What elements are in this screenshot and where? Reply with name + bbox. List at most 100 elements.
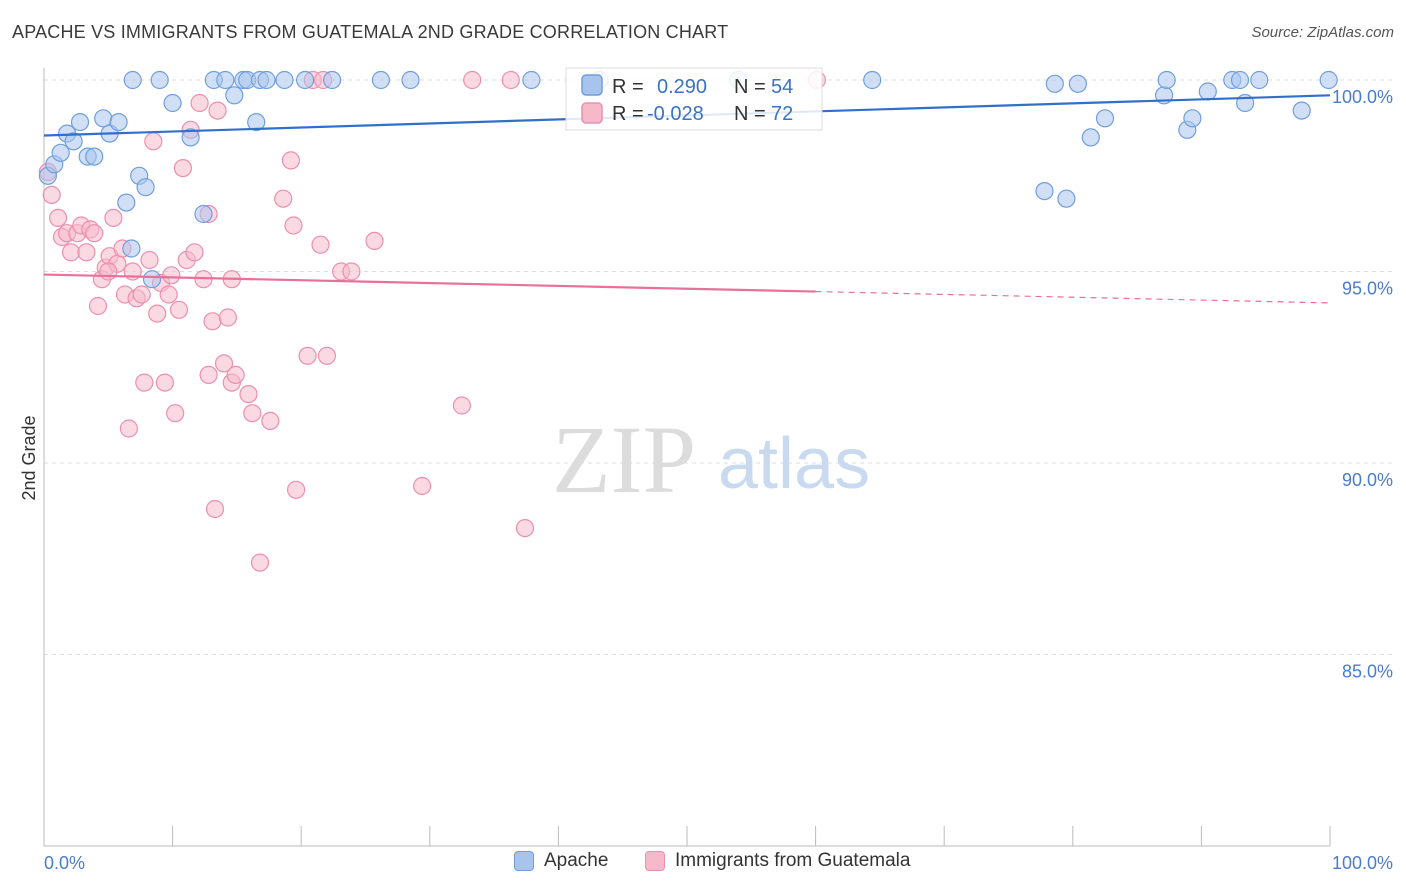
apache-point: [117, 193, 136, 212]
guatemala-point: [452, 396, 471, 415]
guatemala-point: [208, 101, 227, 120]
apache-point: [216, 70, 235, 90]
guatemala-point: [61, 243, 81, 262]
guatemala-point: [162, 266, 181, 285]
guatemala-point: [48, 208, 68, 227]
apache-point: [94, 109, 113, 128]
guatemala-point: [140, 250, 159, 270]
apache-point: [1095, 109, 1115, 128]
apache-point: [163, 93, 182, 113]
guatemala-point: [274, 189, 293, 208]
apache-point: [194, 204, 213, 224]
guatemala-point: [148, 304, 167, 323]
y-tick-label: 85.0%: [1342, 662, 1393, 682]
stats-r-label-apache: R =: [612, 76, 644, 98]
y-tick-label: 95.0%: [1342, 279, 1393, 299]
apache-point: [225, 86, 244, 105]
stats-n-value-guatemala: 72: [771, 103, 793, 125]
apache-point: [371, 70, 390, 90]
apache-point: [863, 70, 882, 90]
guatemala-point: [77, 243, 96, 262]
guatemala-point: [104, 208, 123, 227]
apache-point: [150, 70, 169, 90]
guatemala-point: [159, 285, 178, 304]
chart-title: APACHE VS IMMIGRANTS FROM GUATEMALA 2ND …: [12, 22, 729, 42]
guatemala-point: [155, 373, 174, 392]
apache-point: [136, 178, 155, 197]
apache-point: [51, 143, 70, 162]
gridlines: [44, 79, 1394, 655]
apache-point: [70, 112, 90, 132]
guatemala-point: [298, 346, 317, 365]
watermark: ZIP atlas: [552, 406, 870, 513]
apache-point: [64, 132, 83, 151]
apache-point: [109, 112, 128, 132]
apache-point: [142, 270, 162, 289]
guatemala-point: [85, 224, 104, 243]
guatemala-point: [239, 385, 258, 404]
y-tick-label: 90.0%: [1342, 470, 1393, 490]
apache-point: [1068, 74, 1088, 93]
legend-label-guatemala: Immigrants from Guatemala: [675, 850, 911, 871]
apache-point: [1319, 70, 1338, 90]
watermark-zip: ZIP: [552, 406, 696, 513]
guatemala-point: [173, 159, 192, 178]
stats-r-label-guatemala: R =: [612, 103, 644, 125]
stats-r-value-guatemala: -0.028: [647, 103, 704, 125]
source-label: Source: ZipAtlas.com: [1251, 24, 1394, 41]
guatemala-point: [342, 262, 361, 281]
apache-point: [401, 70, 420, 90]
x-tick-label: 0.0%: [44, 853, 85, 873]
stats-legend-box: [565, 67, 823, 131]
apache-point: [1081, 128, 1100, 147]
guatemala-point: [203, 312, 222, 331]
legend-label-apache: Apache: [544, 850, 609, 871]
apache-point: [247, 112, 266, 132]
guatemala-point: [214, 354, 234, 373]
series-legend: Apache Immigrants from Guatemala: [0, 850, 1406, 880]
legend-item-apache[interactable]: Apache: [514, 850, 608, 872]
data-points: [38, 70, 1338, 572]
stats-n-label-apache: N =: [734, 76, 766, 98]
guatemala-point: [261, 411, 280, 430]
legend-swatch-guatemala: [645, 851, 665, 871]
guatemala-point: [287, 480, 306, 499]
guatemala-point: [317, 346, 336, 365]
y-axis-title: 2nd Grade: [19, 415, 39, 500]
guatemala-point: [281, 151, 300, 170]
watermark-atlas: atlas: [718, 424, 870, 504]
guatemala-trend-line: [43, 273, 816, 293]
stats-n-value-apache: 54: [771, 76, 793, 98]
apache-point: [122, 239, 141, 258]
apache-point: [1198, 82, 1217, 101]
x-tick-label: 100.0%: [1332, 853, 1393, 873]
guatemala-point: [119, 419, 138, 438]
apache-point: [1292, 101, 1311, 120]
guatemala-point: [205, 499, 225, 519]
guatemala-point: [243, 404, 262, 423]
guatemala-point: [42, 185, 61, 204]
guatemala-point: [311, 235, 330, 254]
guatemala-point: [501, 70, 520, 90]
apache-point: [1057, 189, 1076, 208]
guatemala-point: [365, 231, 384, 250]
guatemala-point: [226, 365, 245, 384]
apache-point: [1230, 70, 1250, 90]
apache-point: [1157, 70, 1176, 90]
y-tick-label: 100.0%: [1332, 87, 1393, 107]
stats-n-label-guatemala: N =: [734, 103, 766, 125]
legend-item-guatemala[interactable]: Immigrants from Guatemala: [645, 850, 910, 872]
apache-point: [1250, 70, 1269, 90]
guatemala-point: [199, 365, 218, 384]
guatemala-point: [284, 216, 303, 235]
apache-point: [323, 70, 342, 90]
stats-legend-swatch-apache: [581, 74, 603, 96]
guatemala-point: [135, 373, 154, 392]
guatemala-point: [190, 93, 209, 113]
guatemala-point: [132, 285, 151, 304]
stats-r-value-apache: 0.290: [657, 76, 707, 98]
guatemala-point: [250, 553, 270, 572]
apache-point: [257, 70, 276, 90]
apache-point: [1035, 182, 1054, 201]
